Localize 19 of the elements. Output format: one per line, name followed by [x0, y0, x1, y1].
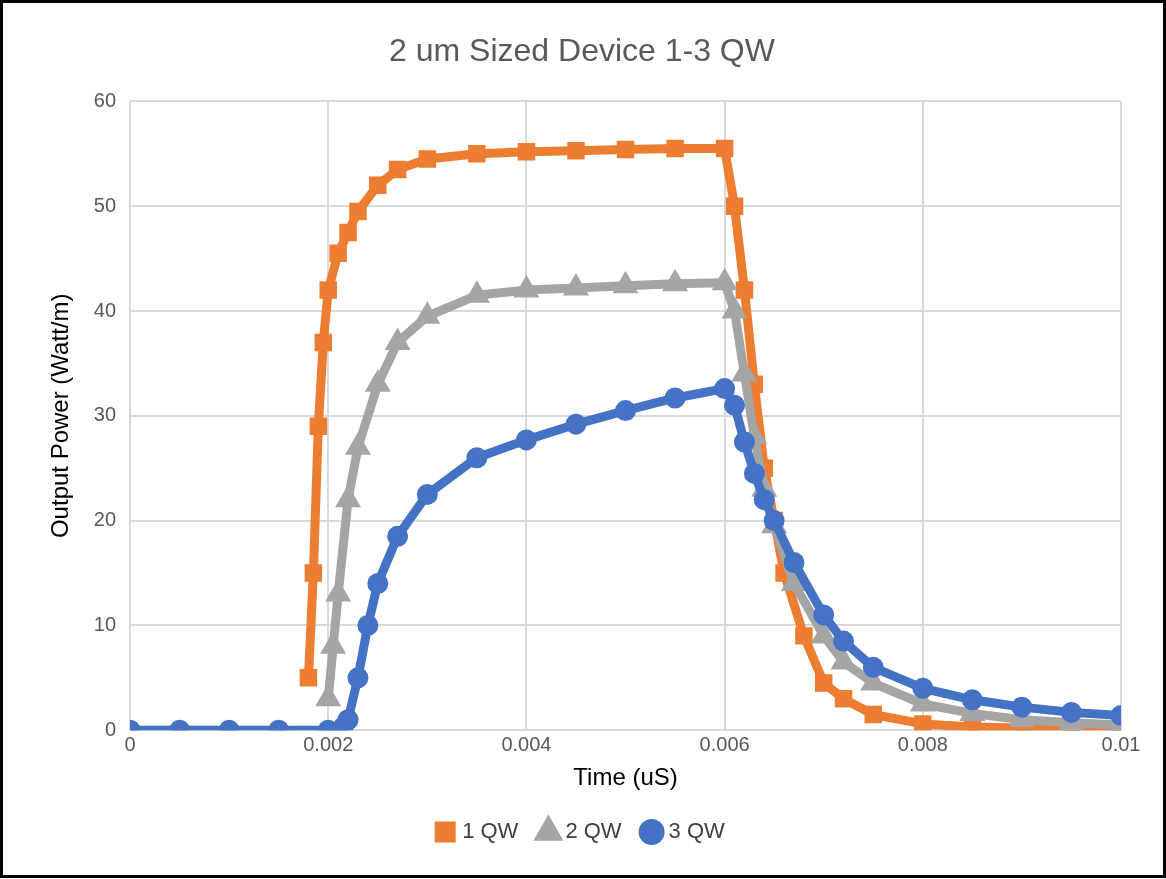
y-tick-label: 50: [93, 193, 117, 216]
x-tick-label: 0.01: [1101, 732, 1141, 755]
y-axis-title: Output Power (Watt/m): [46, 293, 74, 539]
y-tick-label: 60: [93, 88, 117, 111]
legend-label: 3 QW: [668, 818, 726, 844]
y-tick-label: 10: [93, 612, 117, 635]
x-tick-label: 0.004: [501, 732, 552, 755]
x-tick-label: 0: [124, 732, 136, 755]
x-tick-label: 0.008: [897, 732, 948, 755]
y-tick-label: 30: [93, 403, 117, 426]
y-tick-label: 20: [93, 508, 117, 531]
x-tick-label: 0.002: [303, 732, 354, 755]
x-tick-label: 0.006: [699, 732, 750, 755]
chart-title: 2 um Sized Device 1-3 QW: [389, 32, 776, 69]
legend-label: 1 QW: [462, 818, 519, 844]
legend-label: 2 QW: [565, 818, 622, 844]
y-tick-label: 0: [104, 717, 117, 740]
x-axis-title: Time (uS): [573, 763, 678, 791]
y-tick-label: 40: [93, 298, 117, 321]
